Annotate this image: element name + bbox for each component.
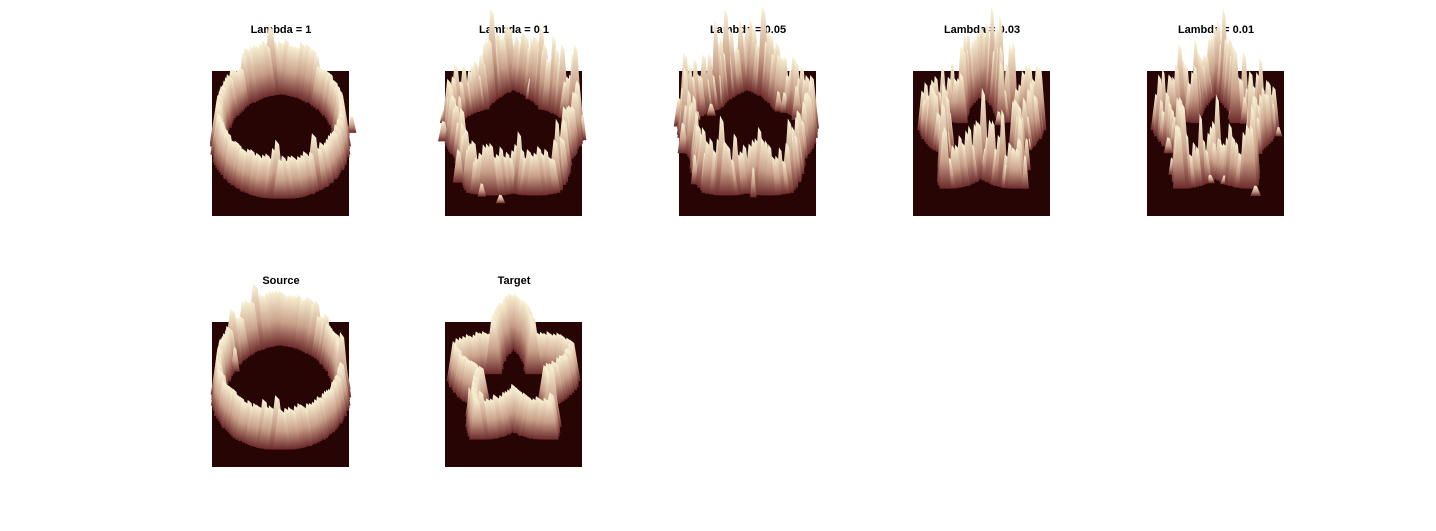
surface-spike	[1011, 148, 1025, 189]
surface-plot-lambda-0.01	[1147, 7, 1284, 216]
surface-spike	[540, 399, 559, 440]
panel-source: Source	[191, 275, 371, 485]
panel-lambda-0.05: Lambda = 0.05	[658, 6, 838, 234]
surface-plot-lambda-0.05	[673, 6, 819, 216]
surface-plot-lambda-0.1	[437, 7, 587, 216]
surface-spike	[477, 183, 487, 197]
panel-lambda-0.1: Lambda = 0.1	[424, 7, 604, 234]
surface-spike	[525, 322, 542, 375]
surface-spike	[347, 115, 357, 133]
surface-spike	[485, 319, 503, 375]
surface-spike	[1250, 185, 1262, 197]
surface-spike	[939, 126, 952, 189]
panel-title: Target	[497, 275, 531, 287]
surface-spikes	[446, 292, 581, 440]
surface-spike	[764, 144, 776, 196]
surface-spike	[750, 166, 757, 198]
panel-target: Target	[424, 275, 604, 485]
surface-spikes	[1150, 7, 1283, 197]
panel-title: Lambda = 1	[250, 24, 312, 36]
surface-spike	[996, 61, 1007, 124]
surface-spike	[1275, 126, 1283, 137]
surface-spikes	[437, 7, 587, 204]
surface-spike	[1190, 65, 1201, 124]
surface-spike	[469, 398, 486, 440]
surface-spike	[718, 140, 732, 196]
surface-spike	[1021, 154, 1029, 189]
surface-spike	[1246, 124, 1257, 189]
surface-spike	[452, 149, 465, 183]
surface-spikes	[673, 6, 819, 198]
surface-spike	[791, 85, 803, 120]
surface-spike	[495, 194, 506, 204]
surface-plot-source	[210, 283, 352, 467]
surface-spike	[1163, 137, 1174, 154]
surface-spike	[1229, 47, 1242, 124]
surface-plot-lambda-0.03	[913, 6, 1050, 216]
surface-spikes	[917, 6, 1047, 189]
surface-spike	[528, 152, 544, 196]
panel-title: Source	[262, 275, 300, 287]
surface-spike	[774, 90, 783, 112]
surface-plot-lambda-1	[209, 24, 357, 216]
panel-lambda-0.03: Lambda = 0.03	[892, 6, 1072, 234]
panel-lambda-1: Lambda = 1	[191, 24, 371, 234]
surface-spike	[272, 158, 289, 199]
surface-spike	[955, 72, 968, 124]
surface-spike	[1172, 127, 1186, 189]
surface-spike	[484, 142, 498, 196]
panel-title: Lambda = 0.1	[478, 24, 549, 36]
surface-spike	[273, 407, 288, 450]
panel-lambda-0.01: Lambda = 0.01	[1126, 7, 1306, 234]
surface-plot-target	[445, 292, 582, 467]
surface-spike	[706, 103, 717, 116]
surface-spikes	[209, 24, 357, 199]
surface-spikes	[210, 283, 352, 450]
